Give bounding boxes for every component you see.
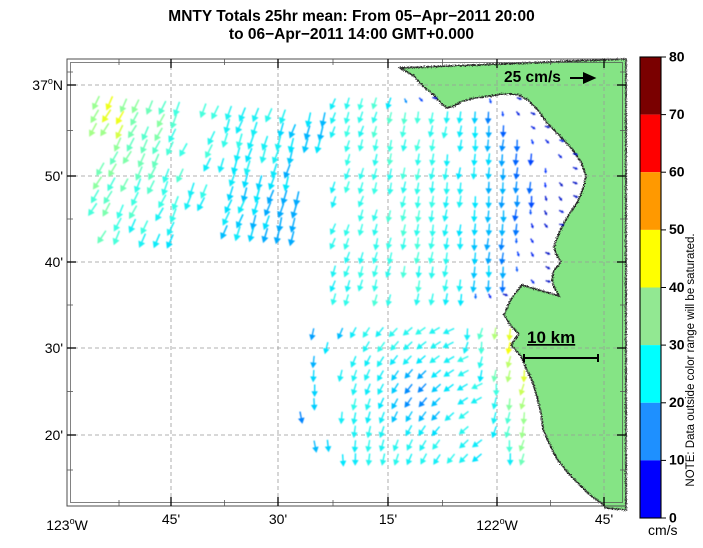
svg-text:20': 20': [45, 427, 63, 443]
svg-text:50': 50': [45, 168, 63, 184]
svg-text:15': 15': [379, 511, 397, 527]
svg-text:30: 30: [669, 337, 685, 353]
svg-text:NOTE: Data outside color range: NOTE: Data outside color range will be s…: [685, 233, 697, 486]
svg-text:40': 40': [45, 254, 63, 270]
svg-text:30': 30': [45, 340, 63, 356]
svg-text:25 cm/s: 25 cm/s: [504, 69, 561, 86]
svg-text:30': 30': [269, 511, 287, 527]
svg-text:10 km: 10 km: [527, 328, 575, 347]
svg-text:80: 80: [669, 49, 685, 65]
svg-text:70: 70: [669, 106, 685, 122]
svg-text:45': 45': [595, 511, 613, 527]
svg-text:40: 40: [669, 279, 685, 295]
svg-text:45': 45': [162, 511, 180, 527]
svg-text:20: 20: [669, 394, 685, 410]
svg-text:122oW: 122oW: [476, 516, 518, 533]
svg-text:50: 50: [669, 221, 685, 237]
svg-text:123oW: 123oW: [46, 516, 88, 533]
svg-text:10: 10: [669, 452, 685, 468]
svg-text:37oN: 37oN: [32, 76, 63, 93]
svg-text:60: 60: [669, 164, 685, 180]
svg-text:cm/s: cm/s: [648, 522, 678, 538]
